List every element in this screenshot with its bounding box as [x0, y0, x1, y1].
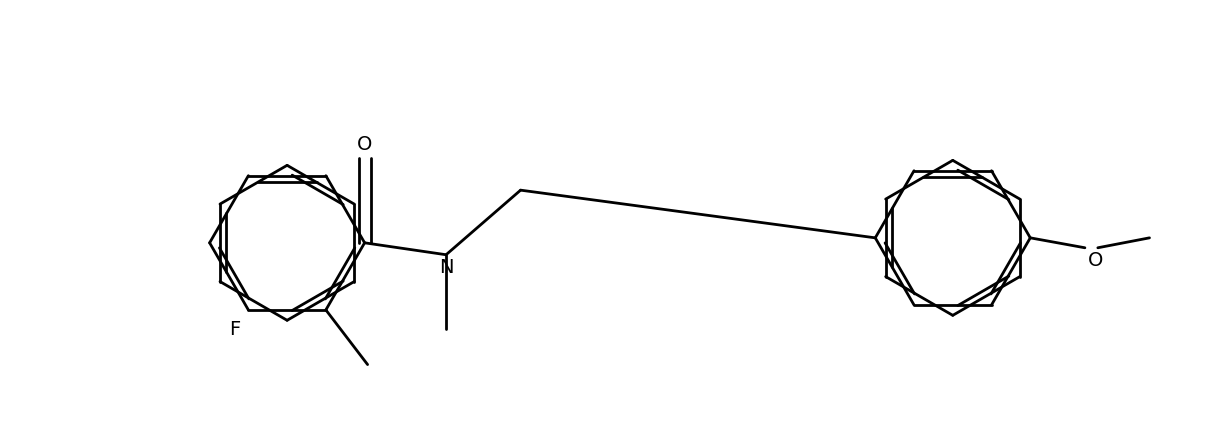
Text: N: N — [439, 258, 453, 277]
Text: F: F — [230, 320, 241, 339]
Text: O: O — [357, 135, 373, 155]
Text: O: O — [1088, 251, 1103, 270]
